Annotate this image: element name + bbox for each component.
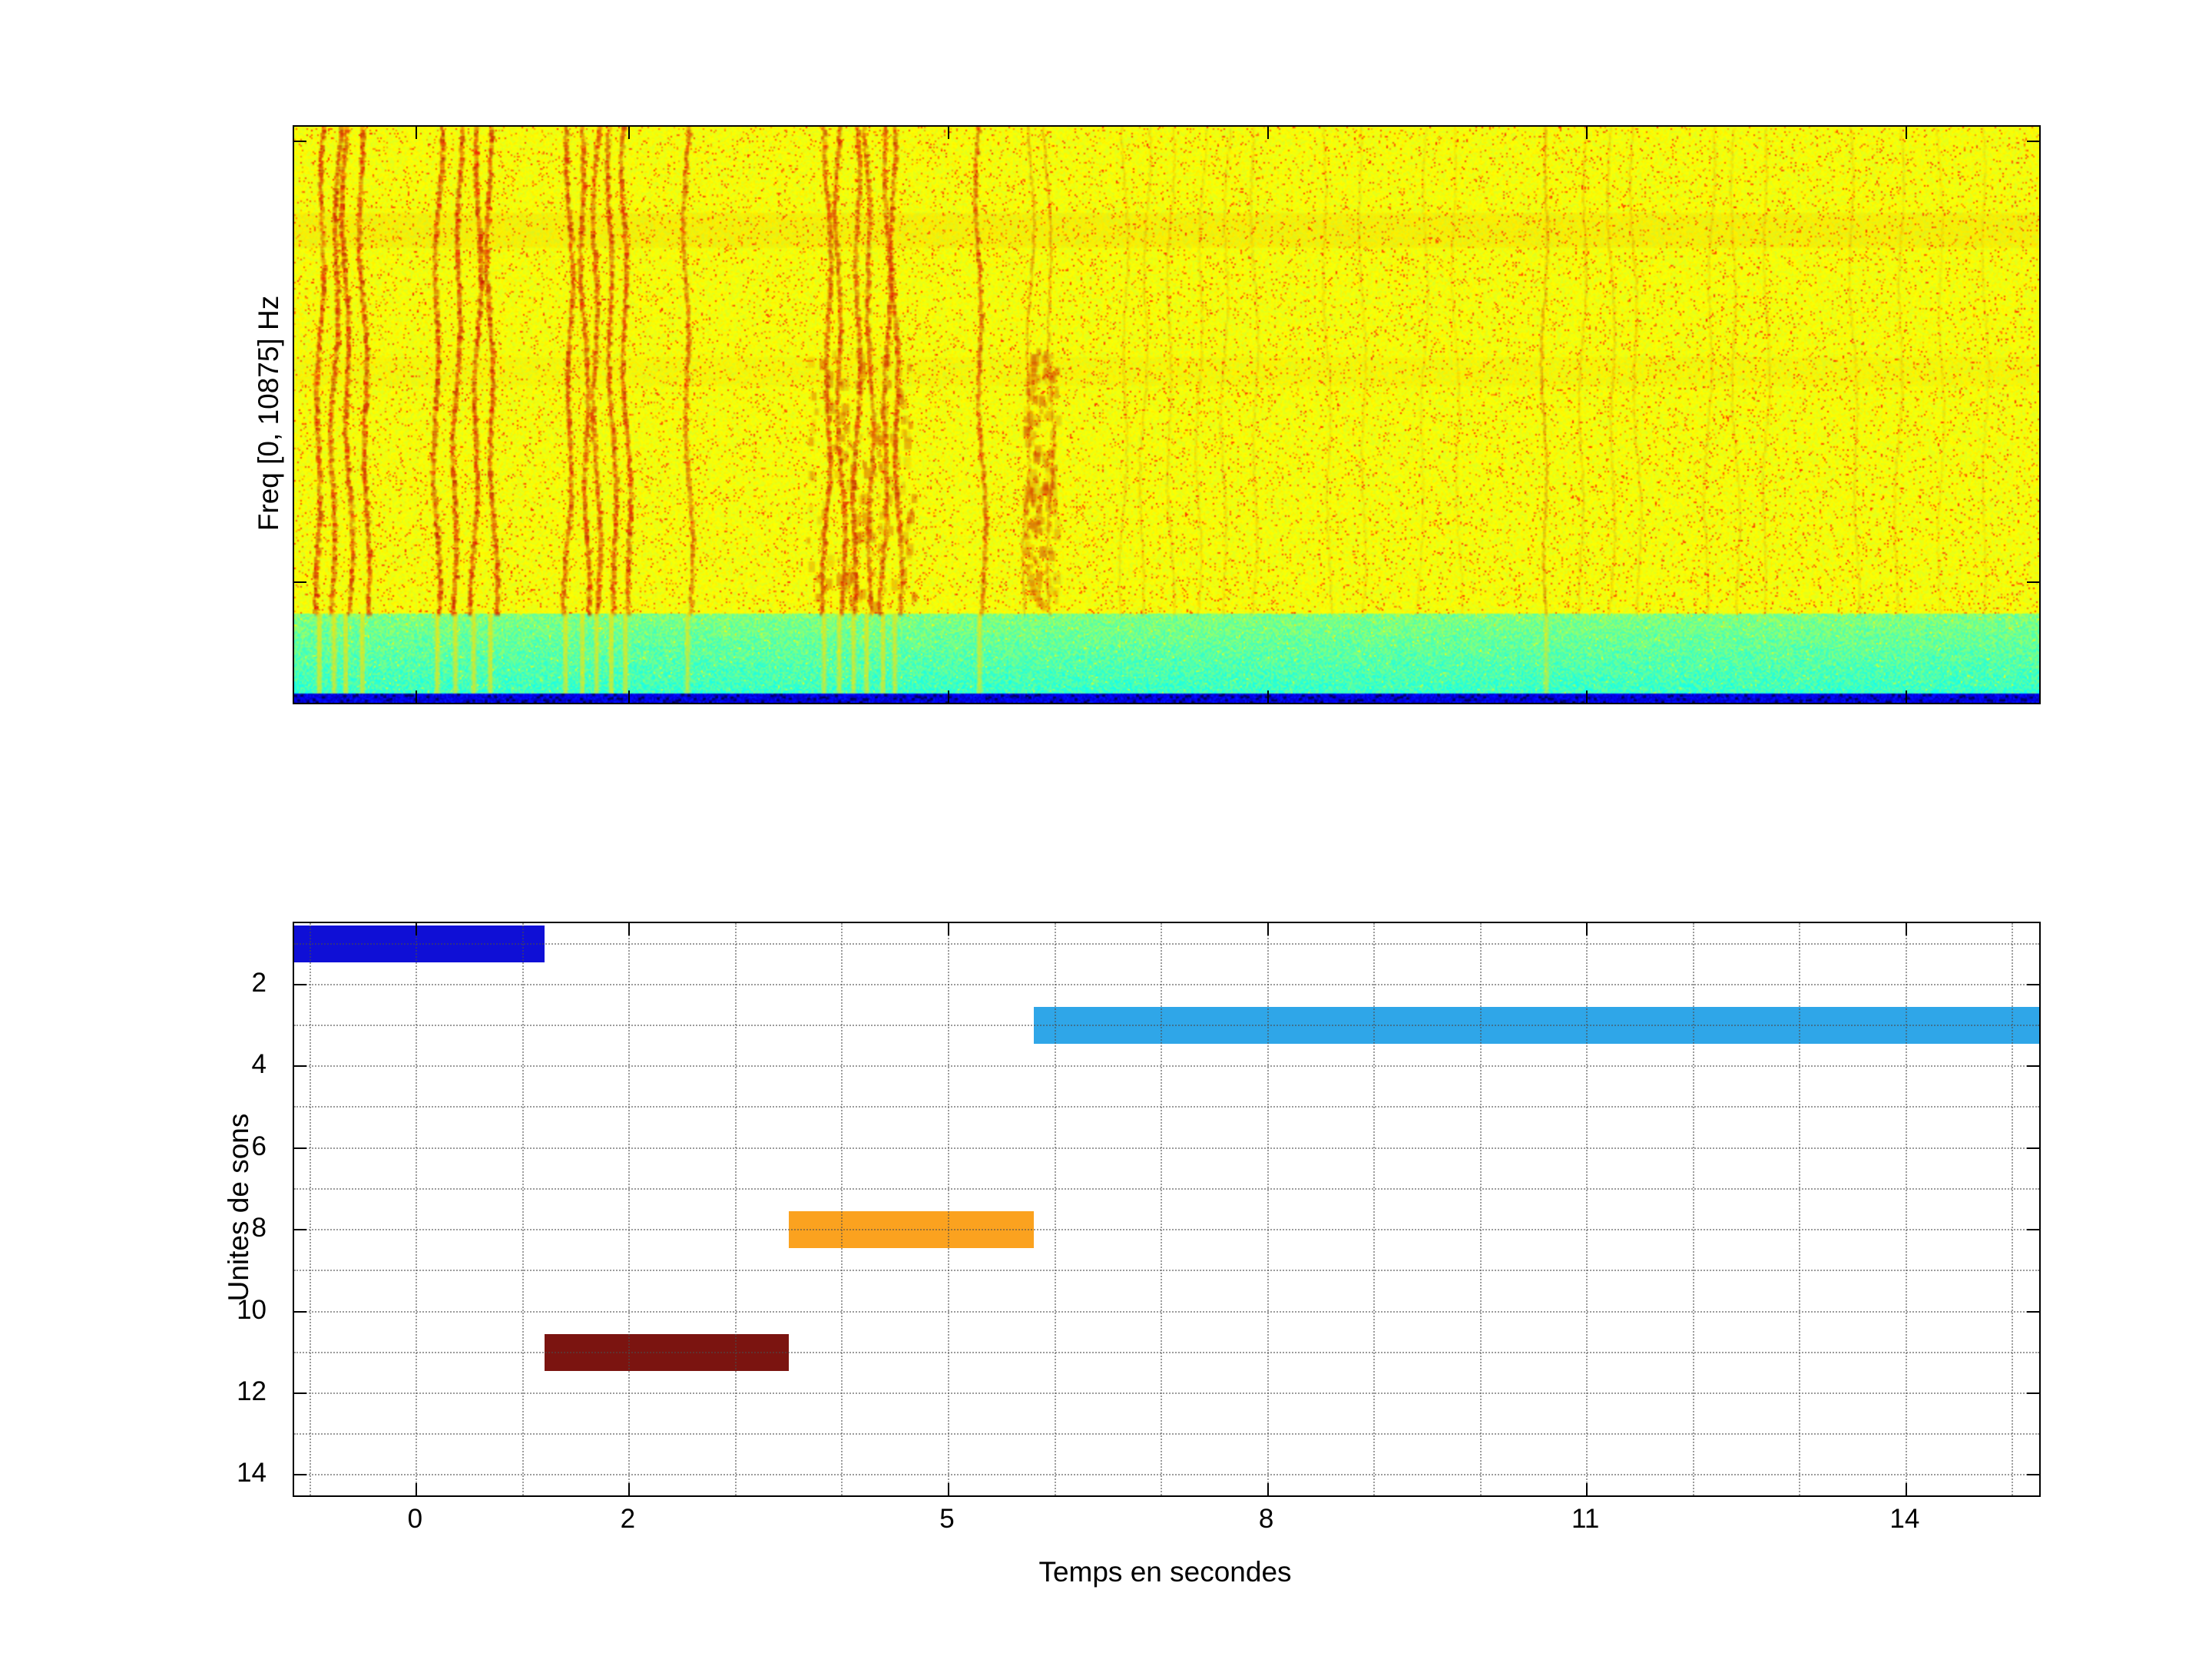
- x-tick-label: 0: [407, 1504, 423, 1534]
- x-tick-mark: [628, 690, 631, 703]
- spectrogram-y-tick-mark: [2027, 140, 2039, 142]
- x-tick-mark: [1267, 923, 1269, 935]
- grid-line-vertical: [2012, 923, 2014, 1495]
- x-tick-mark: [628, 127, 631, 139]
- spectrogram-y-axis-label: Freq [0, 10875] Hz: [253, 295, 284, 531]
- x-tick-label: 2: [620, 1504, 636, 1534]
- x-tick-mark: [416, 1483, 418, 1495]
- y-tick-mark: [2027, 983, 2039, 985]
- x-tick-label: 5: [939, 1504, 955, 1534]
- y-tick-mark: [294, 1147, 306, 1149]
- y-tick-mark: [294, 1474, 306, 1476]
- grid-line-horizontal: [294, 1147, 2039, 1149]
- grid-line-horizontal: [294, 1270, 2039, 1272]
- x-tick-mark: [1586, 690, 1588, 703]
- grid-line-vertical: [1479, 923, 1482, 1495]
- gantt-plot-area: [294, 923, 2039, 1495]
- y-tick-label: 2: [251, 967, 267, 998]
- y-tick-mark: [294, 1229, 306, 1231]
- grid-line-horizontal: [294, 1065, 2039, 1068]
- x-tick-mark: [416, 127, 418, 139]
- x-tick-mark: [1586, 127, 1588, 139]
- x-tick-label: 11: [1571, 1504, 1600, 1534]
- x-tick-mark: [416, 923, 418, 935]
- grid-line-vertical: [1586, 923, 1588, 1495]
- grid-line-vertical: [948, 923, 949, 1495]
- x-tick-mark: [1905, 1483, 1907, 1495]
- x-tick-mark: [1267, 127, 1269, 139]
- grid-line-horizontal: [294, 1187, 2039, 1190]
- grid-line-horizontal: [294, 1106, 2039, 1108]
- y-tick-mark: [2027, 1310, 2039, 1313]
- x-tick-mark: [1905, 923, 1907, 935]
- grid-line-vertical: [416, 923, 418, 1495]
- y-tick-mark: [294, 983, 306, 985]
- x-tick-mark: [1586, 923, 1588, 935]
- grid-line-vertical: [1799, 923, 1801, 1495]
- x-tick-mark: [1267, 1483, 1269, 1495]
- x-tick-mark: [1905, 127, 1907, 139]
- grid-line-vertical: [734, 923, 737, 1495]
- x-tick-mark: [1905, 690, 1907, 703]
- x-tick-label: 8: [1258, 1504, 1274, 1534]
- grid-line-horizontal: [294, 1392, 2039, 1394]
- spectrogram-y-tick-mark: [2027, 581, 2039, 583]
- x-tick-mark: [948, 1483, 949, 1495]
- grid-line-horizontal: [294, 942, 2039, 945]
- y-tick-labels: 2 4 6 8 10 12 14: [0, 922, 279, 1494]
- grid-line-vertical: [628, 923, 631, 1495]
- gantt-x-axis-label: Temps en secondes: [1038, 1556, 1292, 1588]
- y-tick-mark: [294, 1310, 306, 1313]
- grid-line-vertical: [841, 923, 843, 1495]
- y-tick-mark: [2027, 1392, 2039, 1394]
- x-tick-mark: [628, 923, 631, 935]
- y-tick-label: 6: [251, 1131, 267, 1161]
- grid-line-vertical: [1905, 923, 1907, 1495]
- grid-line-horizontal: [294, 1474, 2039, 1476]
- grid-line-horizontal: [294, 1351, 2039, 1353]
- x-tick-mark: [416, 690, 418, 703]
- grid-line-horizontal: [294, 1433, 2039, 1435]
- grid-line-vertical: [1373, 923, 1376, 1495]
- x-tick-mark: [628, 1483, 631, 1495]
- y-tick-mark: [2027, 1229, 2039, 1231]
- grid-line-horizontal: [294, 1310, 2039, 1313]
- x-tick-mark: [1267, 690, 1269, 703]
- spectrogram-axes: [293, 125, 2041, 704]
- grid-line-horizontal: [294, 983, 2039, 985]
- grid-line-vertical: [309, 923, 311, 1495]
- grid-line-vertical: [522, 923, 524, 1495]
- y-tick-label: 10: [237, 1294, 267, 1325]
- spectrogram-image: [294, 127, 2039, 703]
- grid-line-horizontal: [294, 1025, 2039, 1027]
- x-tick-label: 14: [1889, 1504, 1920, 1534]
- grid-line-vertical: [1692, 923, 1694, 1495]
- spectrogram-y-tick-mark: [294, 140, 306, 142]
- y-tick-label: 14: [237, 1458, 267, 1488]
- x-tick-mark: [948, 690, 949, 703]
- gantt-axes: [293, 922, 2041, 1497]
- y-tick-mark: [294, 1392, 306, 1394]
- x-tick-mark: [1586, 1483, 1588, 1495]
- y-tick-label: 4: [251, 1049, 267, 1080]
- y-tick-mark: [294, 1065, 306, 1068]
- grid-line-horizontal: [294, 1229, 2039, 1231]
- grid-line-vertical: [1267, 923, 1269, 1495]
- x-tick-labels: 0 2 5 8 11 14: [293, 1504, 2038, 1539]
- y-tick-mark: [2027, 1474, 2039, 1476]
- x-tick-mark: [948, 127, 949, 139]
- y-tick-label: 8: [251, 1213, 267, 1243]
- y-tick-mark: [2027, 1147, 2039, 1149]
- grid-line-vertical: [1054, 923, 1056, 1495]
- x-tick-mark: [948, 923, 949, 935]
- grid-line-vertical: [1161, 923, 1163, 1495]
- y-tick-mark: [2027, 1065, 2039, 1068]
- y-tick-label: 12: [237, 1376, 267, 1406]
- spectrogram-y-tick-mark: [294, 581, 306, 583]
